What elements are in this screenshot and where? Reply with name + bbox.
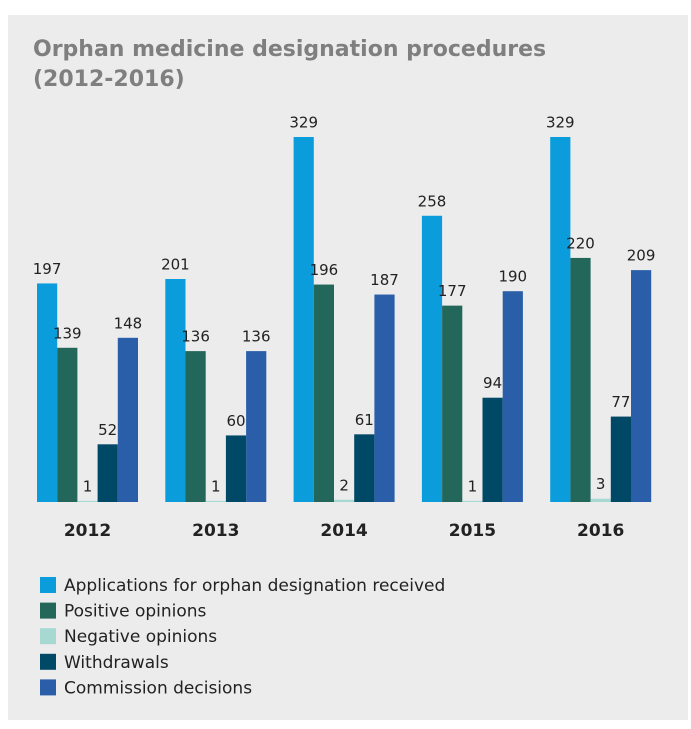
legend-swatch [40, 653, 56, 670]
data-label: 329 [546, 114, 575, 132]
data-label: 329 [289, 114, 318, 132]
data-label: 61 [355, 411, 374, 429]
bar [631, 270, 652, 502]
bar [205, 500, 226, 502]
data-label: 136 [242, 328, 271, 346]
legend-label: Positive opinions [64, 602, 207, 622]
x-tick-label: 2014 [320, 521, 367, 541]
legend-swatch [40, 628, 56, 645]
bar [570, 257, 591, 502]
data-label: 136 [181, 328, 210, 346]
bar [482, 397, 503, 502]
data-label: 1 [468, 477, 478, 495]
bar [374, 294, 395, 502]
data-label: 139 [53, 324, 82, 342]
data-label: 60 [226, 412, 245, 430]
bar [421, 215, 443, 503]
legend-swatch [40, 577, 56, 593]
bar [334, 499, 355, 502]
bar [313, 284, 334, 502]
data-label: 77 [611, 393, 630, 411]
x-tick-label: 2013 [192, 521, 239, 541]
data-label: 258 [418, 192, 447, 210]
bar [462, 500, 483, 502]
bar [77, 500, 98, 502]
bar [37, 283, 58, 502]
data-label: 190 [498, 268, 527, 286]
bar [57, 347, 78, 502]
x-tick-label: 2015 [449, 521, 496, 541]
data-label: 209 [627, 247, 656, 265]
data-label: 220 [566, 234, 595, 252]
bar [610, 416, 631, 502]
legend-label: Commission decisions [64, 678, 252, 698]
bar [225, 435, 247, 502]
data-label: 3 [596, 475, 606, 493]
data-label: 1 [211, 477, 221, 495]
data-label: 177 [438, 282, 467, 300]
data-label: 196 [310, 261, 339, 279]
bar [117, 337, 138, 502]
legend-swatch [40, 602, 56, 619]
bar [185, 351, 206, 502]
bar [502, 291, 523, 502]
legend-label: Applications for orphan designation rece… [64, 576, 445, 596]
x-tick-label: 2012 [64, 521, 111, 541]
data-label: 197 [33, 260, 62, 278]
data-label: 201 [161, 256, 190, 274]
bar [550, 137, 571, 502]
bar [442, 305, 463, 502]
bar [165, 279, 186, 502]
bar [354, 434, 375, 502]
data-label: 52 [98, 421, 117, 439]
data-label: 2 [339, 476, 349, 494]
data-label: 148 [114, 314, 143, 332]
x-tick-label: 2016 [577, 521, 624, 541]
legend-label: Negative opinions [64, 627, 217, 647]
chart-title: Orphan medicine designation procedures [33, 37, 546, 62]
chart-title: (2012-2016) [33, 67, 185, 92]
data-label: 94 [483, 374, 502, 392]
legend-label: Withdrawals [64, 653, 169, 673]
legend-swatch [40, 679, 56, 696]
data-label: 1 [83, 477, 93, 495]
bar [590, 498, 611, 502]
bar [246, 351, 267, 502]
bar [293, 137, 314, 502]
bar [97, 444, 118, 502]
data-label: 187 [370, 271, 399, 289]
